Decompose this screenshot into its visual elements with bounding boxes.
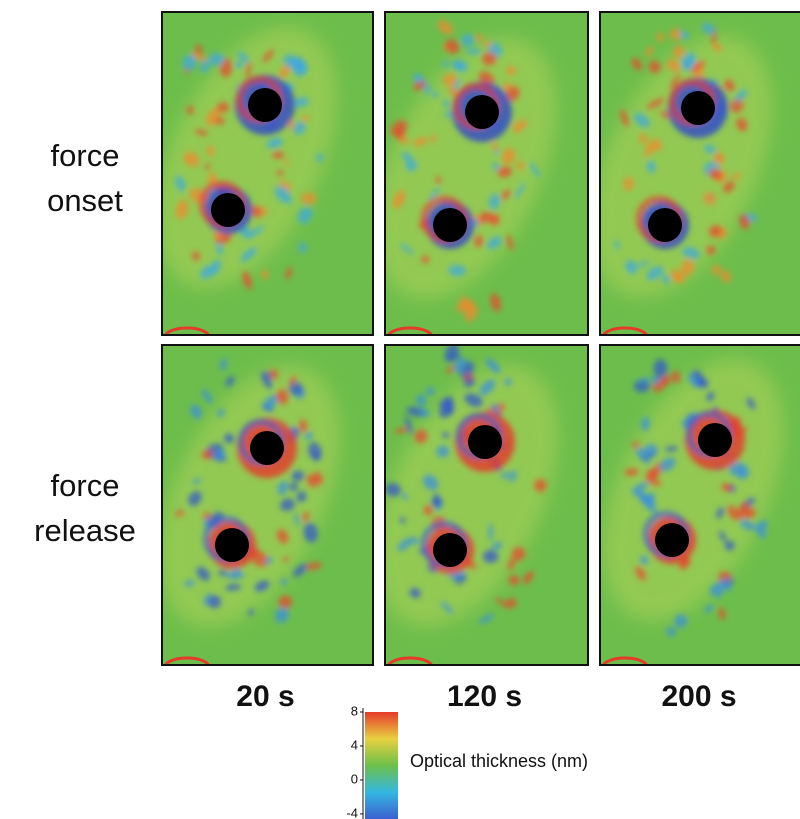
bead [655,523,689,557]
bead [433,533,467,567]
bead [211,193,245,227]
colorbar-tick-label: 8 [351,703,358,718]
panel-image [340,337,594,676]
bead [215,528,249,562]
bead [648,208,682,242]
row-label: force [51,468,120,503]
column-label: 120 s [447,680,522,713]
bead [698,423,732,457]
bead [248,88,282,122]
panels [119,0,800,676]
column-label: 200 s [661,680,736,713]
bead [250,431,284,465]
figure: force onset force release 20 s 120 s 200 s 8 4 0 -… [0,0,800,819]
colorbar-tick-label: 4 [351,737,358,752]
bead [468,425,502,459]
colorbar-tick-label: -4 [346,805,358,819]
colorbar [365,712,398,819]
panel-image [339,10,593,346]
row-label: onset [47,183,123,218]
panel-image [566,331,800,676]
panel-image [119,0,373,346]
row-label: force [51,138,120,173]
bead [433,208,467,242]
colorbar-label: Optical thickness (nm) [410,751,588,771]
bead [465,95,499,129]
panel-image [554,8,800,346]
colorbar-tick-label: 0 [351,771,358,786]
bead [681,91,715,125]
column-label: 20 s [236,680,294,713]
panel-image [122,338,376,676]
row-label: release [34,513,136,548]
